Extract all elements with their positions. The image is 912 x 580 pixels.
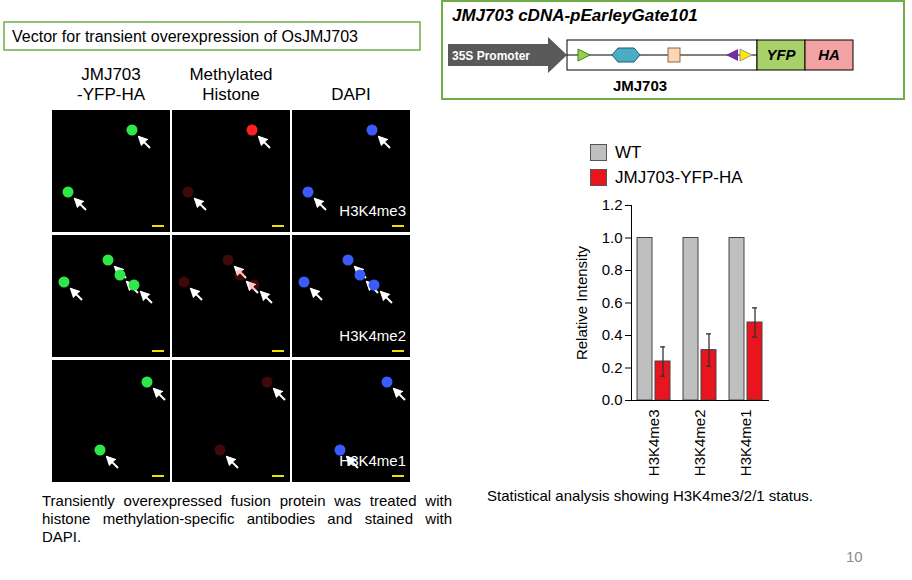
svg-text:H3K4me3: H3K4me3 xyxy=(645,410,662,477)
svg-text:0.4: 0.4 xyxy=(602,326,623,343)
svg-text:1.0: 1.0 xyxy=(602,229,623,246)
svg-text:JMJ703 cDNA-pEarleyGate101: JMJ703 cDNA-pEarleyGate101 xyxy=(452,6,698,25)
svg-text:JMJ703: JMJ703 xyxy=(81,65,141,84)
svg-text:Vector for transient overexpre: Vector for transient overexpression of O… xyxy=(12,28,358,45)
svg-text:Relative Intensity: Relative Intensity xyxy=(573,245,590,360)
html-text:Statistical analysis showing H: Statistical analysis showing H3K4me3/2/1… xyxy=(487,487,813,504)
html-text:10: 10 xyxy=(846,548,863,565)
svg-text:1.2: 1.2 xyxy=(602,196,623,213)
svg-text:H3K4me3: H3K4me3 xyxy=(339,202,406,219)
svg-text:DAPI: DAPI xyxy=(331,85,371,104)
svg-text:H3K4me2: H3K4me2 xyxy=(339,327,406,344)
svg-text:-YFP-HA: -YFP-HA xyxy=(77,85,146,104)
svg-text:0.6: 0.6 xyxy=(602,294,623,311)
svg-text:H3K4me2: H3K4me2 xyxy=(691,410,708,477)
svg-text:Methylated: Methylated xyxy=(189,65,272,84)
svg-text:JMJ703: JMJ703 xyxy=(613,77,667,94)
svg-text:35S Promoter: 35S Promoter xyxy=(452,49,530,63)
svg-text:HA: HA xyxy=(818,46,840,63)
svg-text:H3K4me1: H3K4me1 xyxy=(339,452,406,469)
html-text:WT: WT xyxy=(615,142,642,162)
svg-text:0.2: 0.2 xyxy=(602,359,623,376)
html-text:JMJ703-YFP-HA: JMJ703-YFP-HA xyxy=(615,167,743,187)
html-text:Transiently overexpressed fusi: Transiently overexpressed fusion protein… xyxy=(42,492,452,545)
svg-text:0.0: 0.0 xyxy=(602,391,623,408)
svg-text:0.8: 0.8 xyxy=(602,261,623,278)
svg-text:YFP: YFP xyxy=(766,46,796,63)
svg-text:H3K4me1: H3K4me1 xyxy=(737,410,754,477)
svg-text:Histone: Histone xyxy=(202,85,260,104)
